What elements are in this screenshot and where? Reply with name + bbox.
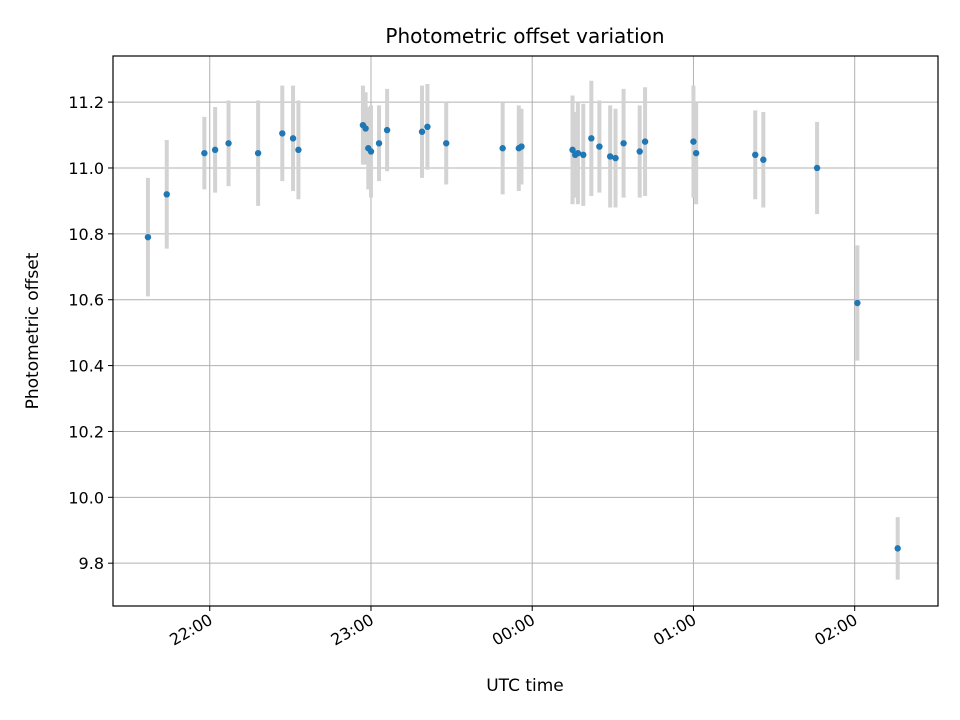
- data-point: [362, 125, 369, 132]
- y-tick-label: 11.0: [68, 159, 104, 178]
- x-axis-title: UTC time: [486, 676, 564, 696]
- data-point: [225, 140, 232, 147]
- plot-area-frame: [112, 55, 939, 607]
- y-tick-label: 10.2: [68, 422, 104, 441]
- data-point: [499, 145, 506, 152]
- data-point: [424, 123, 431, 131]
- data-point: [596, 143, 603, 150]
- y-tick-label: 10.4: [68, 357, 104, 376]
- data-point: [569, 146, 576, 154]
- data-point: [375, 140, 383, 147]
- y-axis-title: Photometric offset: [23, 252, 43, 409]
- data-point: [588, 135, 595, 142]
- data-point: [580, 151, 587, 159]
- data-point: [752, 151, 759, 159]
- data-point: [692, 149, 700, 157]
- data-point: [295, 146, 302, 154]
- data-point: [854, 299, 861, 307]
- data-point: [690, 138, 697, 145]
- y-tick-label: 10.8: [68, 225, 104, 244]
- data-point: [144, 233, 152, 241]
- y-tick-label: 10.6: [68, 291, 104, 310]
- data-point: [518, 143, 525, 150]
- data-point: [383, 126, 391, 134]
- chart-title: Photometric offset variation: [385, 24, 664, 48]
- data-point: [894, 545, 901, 552]
- data-point: [443, 140, 450, 147]
- data-point: [289, 135, 297, 142]
- data-point: [201, 149, 208, 157]
- data-point: [636, 148, 643, 155]
- data-point: [606, 153, 614, 160]
- y-tick-label: 9.8: [79, 554, 104, 573]
- data-markers: [144, 121, 901, 552]
- y-tick-label: 11.2: [68, 93, 104, 112]
- data-point: [163, 191, 170, 198]
- data-point: [641, 138, 649, 145]
- grid: [113, 56, 938, 606]
- data-point: [612, 154, 619, 162]
- data-point: [760, 156, 767, 163]
- data-point: [574, 149, 582, 157]
- data-point: [620, 140, 627, 147]
- data-point: [279, 130, 286, 137]
- data-point: [813, 164, 821, 172]
- data-point: [211, 146, 219, 154]
- data-point: [418, 128, 426, 135]
- y-tick-label: 10.0: [68, 488, 104, 507]
- data-point: [367, 148, 375, 155]
- data-point: [254, 149, 262, 157]
